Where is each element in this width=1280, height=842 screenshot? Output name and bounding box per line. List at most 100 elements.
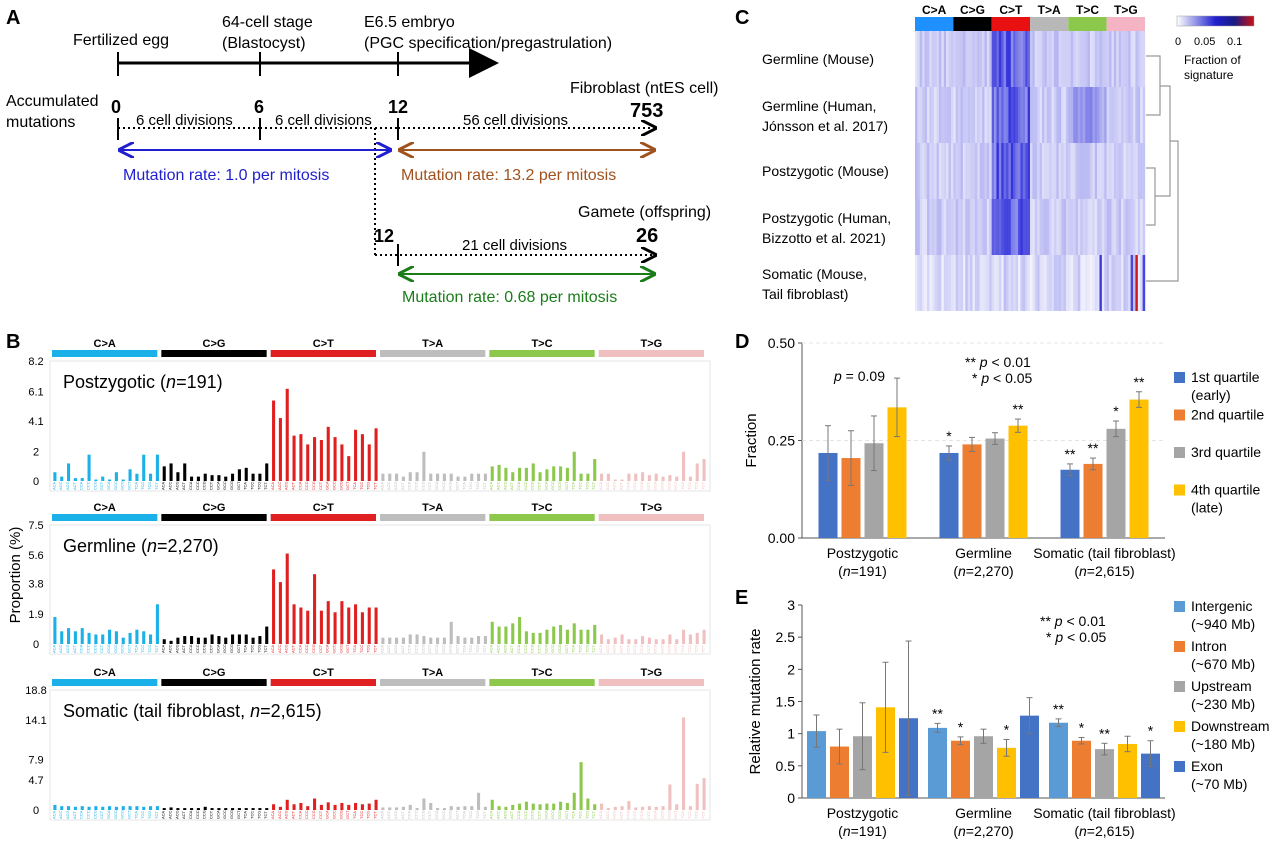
context-label: CCG [420,644,425,653]
context-label: ACT [509,644,514,653]
context-label: GCT [127,644,132,653]
context-label: TCC [578,811,583,819]
bar-0 [1060,469,1080,538]
heat-cell [915,87,918,143]
spectrum-bar [538,804,542,810]
spectrum-bar [422,451,426,481]
spectrum-bar [80,478,84,481]
context-label: ACA [270,644,275,653]
heat-cell [1106,87,1110,143]
heat-cell [936,87,940,143]
spectrum-bar [395,473,399,481]
spectrum-bar [579,473,583,481]
category-n-label: (n=191) [838,563,887,579]
heat-cell [979,143,983,199]
context-label: ACC [168,481,173,490]
context-label: ACG [502,644,507,653]
y-tick-label: 0 [787,790,795,806]
context-label: GCG [229,810,234,819]
heat-cell [996,143,1000,199]
spectrum-bar [265,808,269,810]
heat-cell [1142,143,1146,199]
context-label: CCG [311,810,316,819]
spectrum-bar [504,806,508,810]
heat-cell [1039,31,1043,87]
heat-cell [1097,31,1100,87]
context-label: GCG [448,481,453,490]
class-bar-C>T [270,679,376,686]
spectrum-bar [142,454,146,481]
spectrum-bar [600,634,604,644]
pvalue-postzygotic: p = 0.09 [833,368,885,384]
panel-a: A Fertilized egg 64-cell stage (Blastocy… [6,7,719,306]
heat-cell [946,143,949,199]
context-label: GCA [543,644,548,653]
context-label: CCC [86,644,91,653]
spectrum-bar [278,806,282,810]
context-label: GCA [653,644,658,653]
spectrum-bar [436,637,440,644]
context-label: ACA [161,481,166,490]
heat-cell [972,199,976,255]
heat-cell [1037,87,1040,143]
context-label: CCT [537,481,542,490]
heat-cell [967,255,971,311]
heat-cell [1013,255,1016,311]
spectrum-bar [347,456,351,481]
heat-cell [1121,255,1124,311]
heat-cell [977,87,980,143]
spectrum-bar [80,628,84,644]
category-n-label: (n=2,615) [1074,563,1134,579]
y-tick-label: 2 [787,661,795,677]
context-label: GCG [338,644,343,653]
context-label: ACG [393,481,398,490]
spectrum-bar [237,808,241,810]
context-label: TCA [133,811,138,819]
heat-cell [1089,31,1093,87]
context-label: CCG [202,644,207,653]
spectrum-bar [388,807,392,810]
context-label: GCT [673,644,678,653]
heat-cell [960,31,964,87]
heat-cell [1121,143,1124,199]
heat-cell [1008,31,1012,87]
spectrum-bar [702,459,706,481]
context-label: CCT [646,644,651,653]
heat-cell [1032,143,1035,199]
spectrum-bar [388,637,392,644]
context-label: CCG [92,810,97,819]
heat-cell [924,255,928,311]
spectrum-bar [114,806,118,810]
context-label: CCT [99,481,104,490]
context-label: TCG [366,645,371,653]
heatmap-row-label: Postzygotic (Mouse) [762,163,889,179]
heat-cell [919,87,923,143]
spectrum-bar [169,807,173,810]
heat-cell [1121,199,1124,255]
heat-cell [1075,143,1079,199]
context-label: CCT [427,644,432,653]
legend-swatch [1174,484,1185,496]
context-label: TCA [680,482,685,490]
spectrum-bar [149,473,153,481]
bar-3 [887,407,907,538]
context-label: CCA [297,644,302,653]
context-label: TCA [680,811,685,819]
spectrum-bar [319,440,323,481]
context-label: GCT [564,481,569,490]
context-label: ACC [605,644,610,653]
spectrum-ytick: 18.8 [25,685,46,697]
spectrum-bar [408,804,412,810]
context-label: CCG [639,810,644,819]
heat-cell [1020,255,1024,311]
panel-letter-a: A [6,7,20,29]
context-label: CCC [632,644,637,653]
context-label: TCT [482,482,487,490]
spectrum-bar [299,607,303,644]
heat-cell [1130,199,1134,255]
heat-cell [1094,143,1098,199]
spectrum-bar [401,637,405,644]
spectrum-bar [237,469,241,481]
heat-cell [1053,143,1057,199]
heat-cell [1111,255,1115,311]
